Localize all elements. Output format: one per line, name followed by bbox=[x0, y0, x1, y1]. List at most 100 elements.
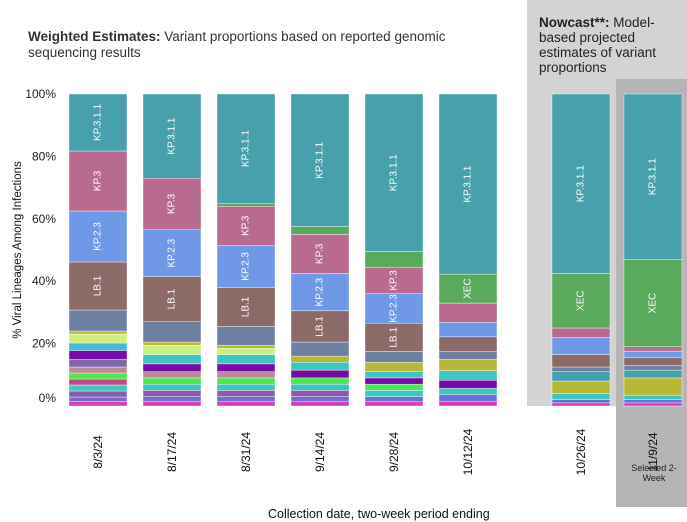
bar-segment-minor[interactable] bbox=[142, 390, 202, 397]
bar-segment-minor[interactable] bbox=[551, 371, 611, 382]
bar-segment-kp3[interactable] bbox=[142, 178, 202, 230]
bar-segment-lb1[interactable] bbox=[623, 357, 683, 366]
bar-segment-minor[interactable] bbox=[142, 341, 202, 346]
bar-segment-minor[interactable] bbox=[438, 359, 498, 371]
bar-segment-lb1[interactable] bbox=[551, 354, 611, 368]
bar-segment-xec[interactable] bbox=[623, 259, 683, 347]
bar-segment-xec[interactable] bbox=[551, 273, 611, 329]
bar-segment-minor[interactable] bbox=[438, 400, 498, 407]
bar-segment-minor[interactable] bbox=[68, 342, 128, 351]
bar-segment-minor[interactable] bbox=[142, 363, 202, 372]
bar-segment-kp3[interactable] bbox=[364, 266, 424, 294]
bar-segment-minor[interactable] bbox=[68, 396, 128, 402]
bar-segment-kp3[interactable] bbox=[68, 150, 128, 212]
bar-segment-minor[interactable] bbox=[216, 401, 276, 407]
bar-segment-kp311[interactable] bbox=[290, 93, 350, 227]
bar-segment-kp23[interactable] bbox=[216, 245, 276, 288]
bar-segment-minor[interactable] bbox=[364, 377, 424, 385]
bar-segment-lb1[interactable] bbox=[290, 310, 350, 343]
bar-segment-minor[interactable] bbox=[68, 378, 128, 386]
bar-segment-minor[interactable] bbox=[216, 363, 276, 372]
bar-segment-lb1[interactable] bbox=[216, 287, 276, 327]
bar-segment-minor[interactable] bbox=[551, 402, 611, 407]
bar-segment-minor[interactable] bbox=[216, 390, 276, 397]
bar-segment-minor[interactable] bbox=[142, 371, 202, 379]
bar-segment-minor[interactable] bbox=[68, 350, 128, 360]
bar-segment-minor[interactable] bbox=[216, 377, 276, 385]
bar-segment-minor[interactable] bbox=[364, 401, 424, 407]
bar-segment-minor[interactable] bbox=[290, 362, 350, 371]
bar-segment-kp23[interactable] bbox=[438, 322, 498, 338]
bar-segment-kp2[interactable] bbox=[438, 351, 498, 360]
bar-segment-minor[interactable] bbox=[364, 383, 424, 391]
bar-segment-xec[interactable] bbox=[438, 273, 498, 304]
bar-segment-minor[interactable] bbox=[68, 333, 128, 344]
bar-segment-kp2[interactable] bbox=[623, 365, 683, 371]
bar-segment-minor[interactable] bbox=[623, 377, 683, 396]
bar-segment-kp2[interactable] bbox=[216, 326, 276, 346]
bar-segment-minor[interactable] bbox=[290, 369, 350, 379]
bar-segment-minor[interactable] bbox=[438, 380, 498, 389]
bar-segment-minor[interactable] bbox=[216, 383, 276, 391]
bar-segment-minor[interactable] bbox=[216, 396, 276, 402]
bar-segment-minor[interactable] bbox=[364, 390, 424, 397]
bar-segment-minor[interactable] bbox=[68, 372, 128, 380]
bar-segment-minor[interactable] bbox=[290, 377, 350, 385]
bar-segment-lb1[interactable] bbox=[68, 261, 128, 311]
bar-segment-kp2[interactable] bbox=[290, 341, 350, 357]
bar-segment-minor[interactable] bbox=[623, 394, 683, 400]
bar-segment-minor[interactable] bbox=[68, 366, 128, 374]
bar-segment-minor[interactable] bbox=[216, 202, 276, 207]
bar-segment-kp2[interactable] bbox=[364, 351, 424, 363]
bar-segment-kp3[interactable] bbox=[290, 234, 350, 274]
bar-segment-kp3[interactable] bbox=[623, 346, 683, 352]
bar-segment-kp3[interactable] bbox=[438, 302, 498, 323]
bar-segment-minor[interactable] bbox=[68, 330, 128, 335]
bar-segment-minor[interactable] bbox=[551, 380, 611, 394]
bar-segment-kp311[interactable] bbox=[623, 93, 683, 260]
bar-segment-minor[interactable] bbox=[142, 377, 202, 385]
bar-segment-minor[interactable] bbox=[623, 369, 683, 379]
bar-segment-minor[interactable] bbox=[290, 396, 350, 402]
bar-segment-minor[interactable] bbox=[142, 383, 202, 391]
bar-segment-kp311[interactable] bbox=[142, 93, 202, 179]
bar-segment-lb1[interactable] bbox=[142, 276, 202, 322]
bar-segment-minor[interactable] bbox=[290, 401, 350, 407]
bar-segment-minor[interactable] bbox=[438, 370, 498, 381]
bar-segment-minor[interactable] bbox=[216, 371, 276, 379]
bar-segment-kp311[interactable] bbox=[68, 93, 128, 152]
bar-segment-minor[interactable] bbox=[216, 344, 276, 349]
bar-segment-minor[interactable] bbox=[551, 399, 611, 404]
bar-segment-minor[interactable] bbox=[551, 393, 611, 400]
bar-segment-kp3[interactable] bbox=[551, 327, 611, 338]
bar-segment-kp2[interactable] bbox=[551, 366, 611, 372]
bar-segment-minor[interactable] bbox=[290, 383, 350, 391]
bar-segment-minor[interactable] bbox=[142, 396, 202, 402]
bar-segment-minor[interactable] bbox=[216, 348, 276, 355]
bar-segment-minor[interactable] bbox=[290, 355, 350, 363]
bar-segment-minor[interactable] bbox=[364, 371, 424, 379]
bar-segment-kp23[interactable] bbox=[68, 210, 128, 263]
bar-segment-kp23[interactable] bbox=[290, 273, 350, 312]
bar-segment-kp311[interactable] bbox=[216, 93, 276, 204]
bar-segment-minor[interactable] bbox=[68, 401, 128, 407]
bar-segment-kp311[interactable] bbox=[364, 93, 424, 252]
bar-segment-minor[interactable] bbox=[623, 402, 683, 407]
bar-segment-minor[interactable] bbox=[438, 388, 498, 395]
bar-segment-minor[interactable] bbox=[216, 354, 276, 365]
bar-segment-minor[interactable] bbox=[364, 251, 424, 268]
bar-segment-kp23[interactable] bbox=[623, 351, 683, 358]
bar-segment-lb1[interactable] bbox=[438, 336, 498, 352]
bar-segment-minor[interactable] bbox=[290, 390, 350, 397]
bar-segment-minor[interactable] bbox=[68, 390, 128, 398]
bar-segment-minor[interactable] bbox=[142, 401, 202, 407]
bar-segment-kp2[interactable] bbox=[142, 321, 202, 343]
bar-segment-minor[interactable] bbox=[623, 399, 683, 404]
bar-segment-lb1[interactable] bbox=[364, 323, 424, 352]
bar-segment-kp23[interactable] bbox=[551, 337, 611, 355]
bar-segment-minor[interactable] bbox=[68, 384, 128, 392]
bar-segment-minor[interactable] bbox=[142, 344, 202, 355]
bar-segment-minor[interactable] bbox=[68, 359, 128, 368]
bar-segment-kp2[interactable] bbox=[68, 309, 128, 332]
bar-segment-minor[interactable] bbox=[142, 354, 202, 365]
